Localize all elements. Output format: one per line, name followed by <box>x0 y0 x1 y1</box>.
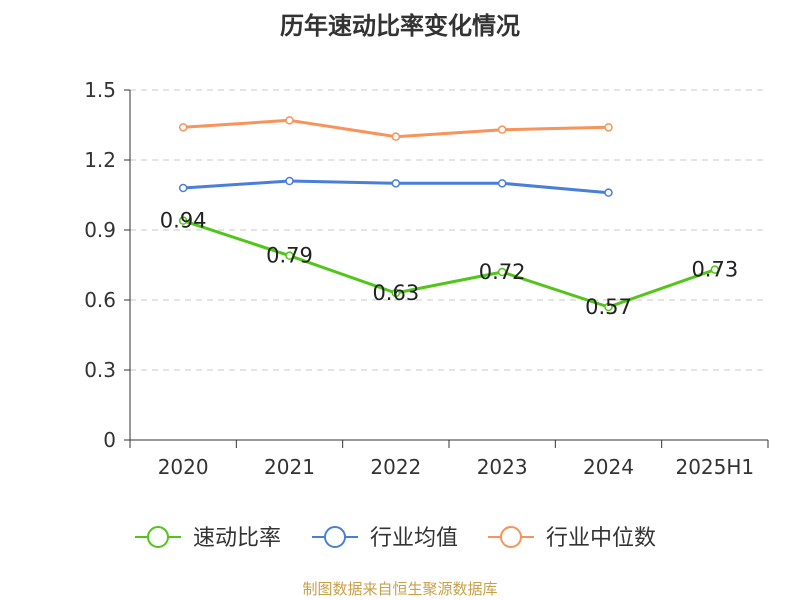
legend-label: 行业中位数 <box>546 526 656 551</box>
y-tick-label: 0.6 <box>84 288 116 312</box>
legend-item-0[interactable]: 速动比率 <box>135 526 281 551</box>
legend-item-2[interactable]: 行业中位数 <box>488 526 656 551</box>
data-point[interactable] <box>391 179 401 188</box>
data-point[interactable] <box>604 188 613 197</box>
legend-swatch-marker <box>500 526 522 548</box>
x-tick-label: 2023 <box>477 455 528 479</box>
data-point[interactable] <box>604 302 613 312</box>
source-note: 制图数据来自恒生聚源数据库 <box>302 580 498 598</box>
legend-label: 行业均值 <box>370 526 458 551</box>
y-tick-label: 1.5 <box>84 78 116 102</box>
data-point[interactable] <box>178 216 188 225</box>
legend-label: 速动比率 <box>193 526 281 551</box>
data-point[interactable] <box>497 125 507 134</box>
data-point[interactable] <box>710 265 720 274</box>
grid-lines <box>130 89 768 371</box>
x-tick-label: 2020 <box>158 455 209 479</box>
data-point[interactable] <box>604 123 613 132</box>
data-label: 0.73 <box>691 258 738 282</box>
series-lines <box>178 116 720 312</box>
y-tick-label: 0 <box>103 428 116 452</box>
data-point[interactable] <box>285 116 294 125</box>
x-tick-label: 2024 <box>583 455 634 479</box>
x-tick-label: 2021 <box>264 455 315 479</box>
chart-title: 历年速动比率变化情况 <box>280 12 520 40</box>
data-point[interactable] <box>178 123 188 132</box>
series-line-0 <box>182 219 716 309</box>
data-point[interactable] <box>391 288 401 298</box>
data-labels: 0.94 0.79 0.63 0.72 0.57 0.73 <box>160 209 738 319</box>
data-label: 0.63 <box>372 281 419 305</box>
legend-swatch-marker <box>147 526 169 548</box>
x-tick-label: 2022 <box>370 455 421 479</box>
y-tick-label: 1.2 <box>84 148 116 172</box>
axes: 0 0.3 0.6 0.9 1.2 1.5 2020 2021 2022 2023 2024 2025… <box>84 78 769 479</box>
data-label: 0.72 <box>479 260 526 284</box>
data-label: 0.94 <box>160 209 207 233</box>
data-point[interactable] <box>285 176 294 186</box>
legend-swatch-marker <box>324 526 346 548</box>
legend[interactable]: 速动比率 行业均值 行业中位数 <box>135 526 656 551</box>
data-point[interactable] <box>497 267 507 277</box>
data-point[interactable] <box>391 132 401 141</box>
data-point[interactable] <box>285 251 294 260</box>
legend-item-1[interactable]: 行业均值 <box>312 526 458 551</box>
data-point[interactable] <box>178 183 188 193</box>
data-label: 0.79 <box>266 244 313 268</box>
y-tick-label: 0.9 <box>84 218 116 242</box>
y-tick-label: 0.3 <box>84 358 116 382</box>
data-point[interactable] <box>497 179 507 188</box>
data-label: 0.57 <box>585 295 632 319</box>
x-tick-label: 2025H1 <box>675 455 754 479</box>
